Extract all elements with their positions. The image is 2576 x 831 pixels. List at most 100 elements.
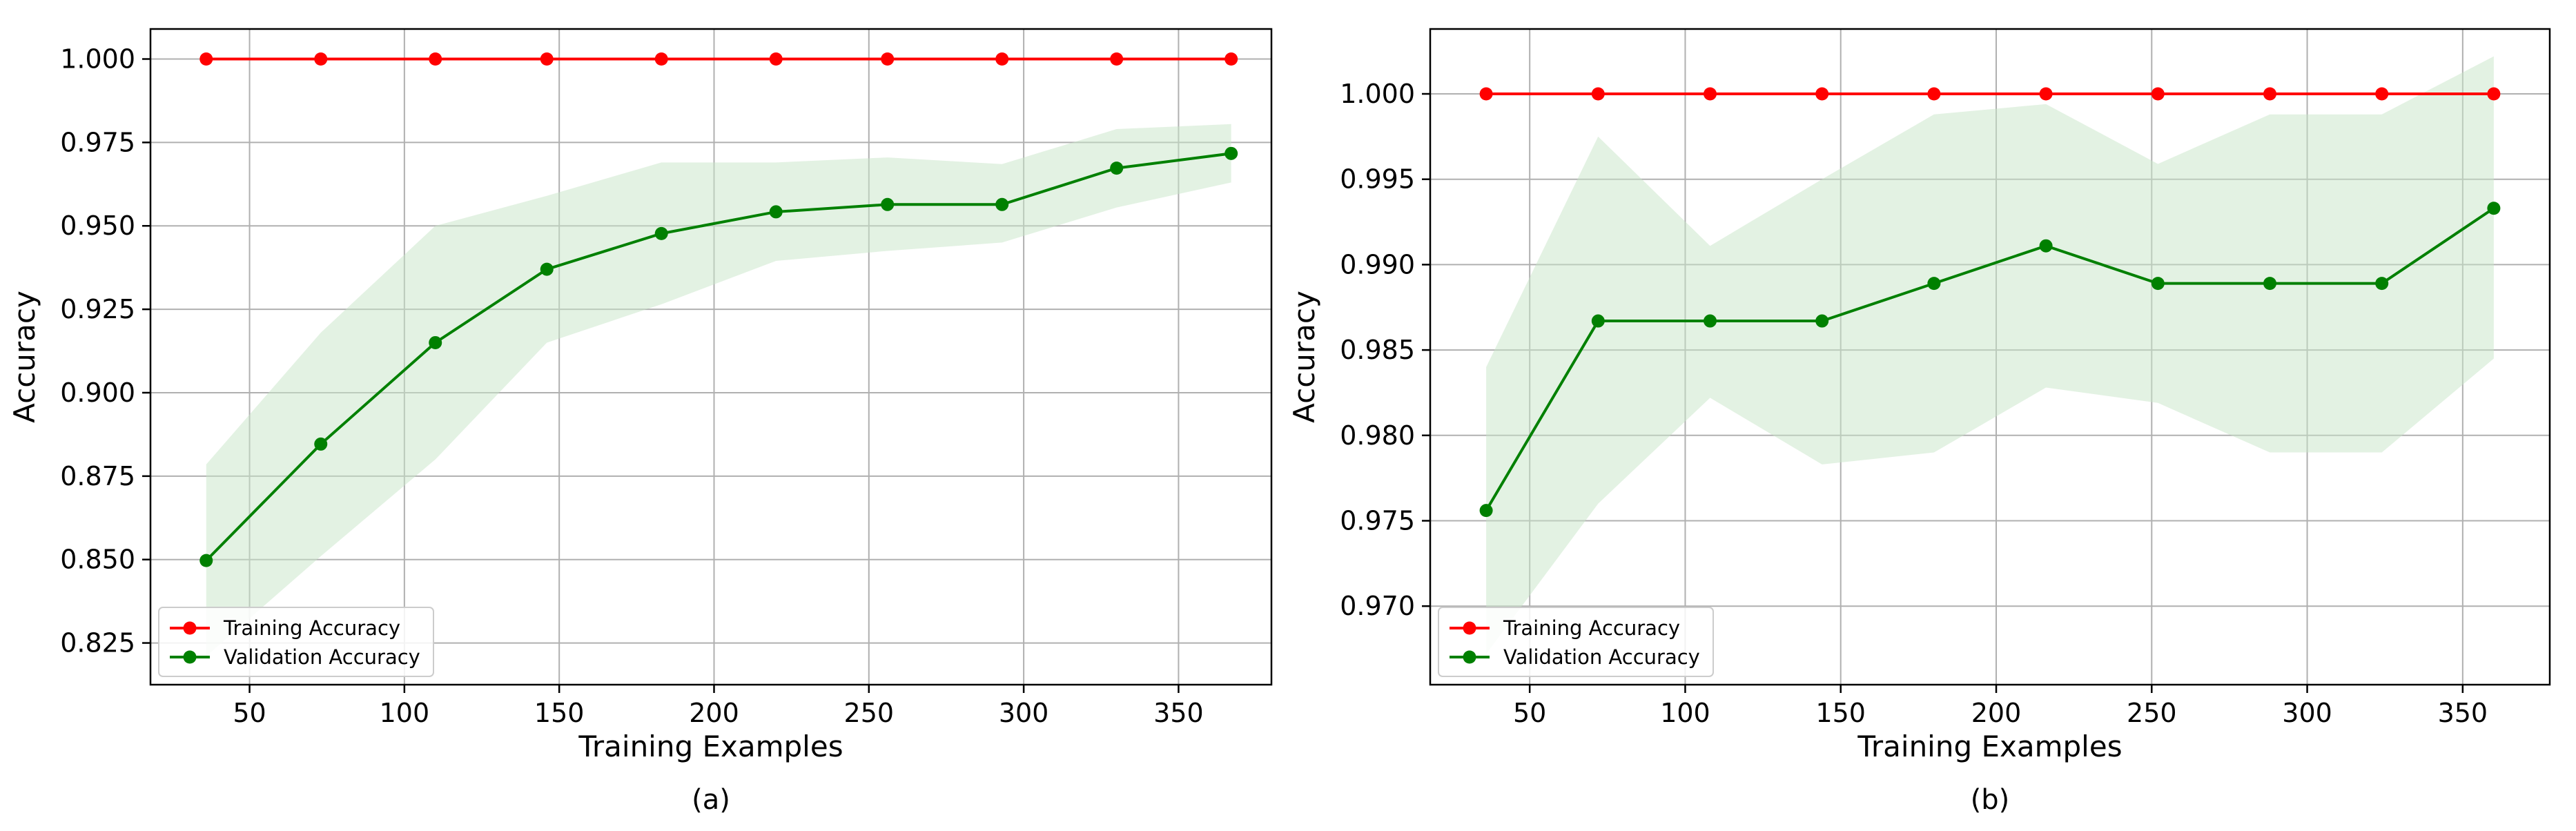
legend-label: Training Accuracy: [223, 616, 400, 640]
y-tick-label: 0.985: [1340, 335, 1415, 365]
y-tick-label: 0.900: [60, 378, 135, 408]
legend: Training Accuracy Validation Accuracy: [158, 607, 434, 677]
y-tick-label: 0.975: [1340, 506, 1415, 536]
validation-accuracy-point: [1704, 314, 1717, 328]
plot-frame: [149, 28, 1273, 686]
legend-swatch-marker: [1463, 650, 1476, 664]
legend-box: [1438, 607, 1714, 677]
y-tick-label: 0.950: [60, 211, 135, 241]
y-tick-label: 1.000: [1340, 79, 1415, 109]
training-accuracy-point: [881, 52, 895, 66]
validation-accuracy-point: [2375, 277, 2389, 291]
training-accuracy-point: [2487, 87, 2501, 101]
validation-accuracy-line: [205, 152, 1231, 562]
validation-accuracy-point: [540, 262, 554, 276]
validation-accuracy-point: [769, 205, 783, 219]
validation-accuracy-point: [314, 437, 328, 451]
legend-swatch-marker: [183, 621, 197, 635]
chart-panel-b: 50 100 150 200 250 300 350 0.970 0.975 0.980 0.985…: [1287, 28, 2551, 816]
plot-frame: [1429, 28, 2551, 686]
y-axis-label: Accuracy: [8, 291, 41, 423]
training-accuracy-point: [2039, 87, 2053, 101]
y-tick-label: 0.975: [60, 127, 135, 157]
y-tick-label: 0.995: [1340, 164, 1415, 195]
panel-caption: (a): [692, 784, 730, 816]
legend-label: Validation Accuracy: [1503, 645, 1700, 669]
validation-accuracy-point: [199, 554, 213, 567]
x-tick-label: 150: [1815, 698, 1866, 728]
x-tick-label: 200: [1971, 698, 2022, 728]
y-tick-label: 0.875: [60, 461, 135, 491]
validation-accuracy-point: [2151, 277, 2165, 291]
validation-accuracy-point: [429, 335, 442, 349]
y-tick-label: 0.825: [60, 628, 135, 658]
x-tick-label: 300: [2282, 698, 2332, 728]
validation-accuracy-point: [1591, 314, 1605, 328]
validation-accuracy-point: [1815, 314, 1829, 328]
validation-accuracy-point: [995, 197, 1009, 211]
y-tick-label: 0.970: [1340, 591, 1415, 621]
validation-accuracy-point: [654, 226, 668, 240]
training-accuracy-point: [199, 52, 213, 66]
validation-std-band: [1486, 56, 2494, 654]
x-tick-label: 100: [1660, 698, 1710, 728]
x-tick-label: 200: [689, 698, 739, 728]
training-accuracy-point: [2263, 87, 2276, 101]
training-accuracy-point: [1110, 52, 1124, 66]
x-tick-label: 250: [844, 698, 895, 728]
x-axis-label: Training Examples: [1857, 730, 2122, 763]
validation-accuracy-series: [199, 146, 1238, 567]
validation-accuracy-point: [881, 197, 895, 211]
training-accuracy-point: [1591, 87, 1605, 101]
validation-accuracy-line: [1485, 207, 2495, 511]
training-accuracy-point: [995, 52, 1009, 66]
validation-std-band: [206, 124, 1231, 656]
training-accuracy-point: [314, 52, 328, 66]
training-accuracy-point: [540, 52, 554, 66]
training-accuracy-point: [1704, 87, 1717, 101]
training-accuracy-point: [769, 52, 783, 66]
validation-accuracy-point: [1110, 162, 1124, 175]
legend-label: Validation Accuracy: [224, 645, 420, 669]
x-tick-label: 300: [999, 698, 1049, 728]
validation-accuracy-point: [2487, 202, 2501, 215]
x-tick-label: 100: [380, 698, 430, 728]
legend-swatch-marker: [183, 650, 197, 664]
training-accuracy-series: [1479, 87, 2501, 101]
y-tick-label: 0.980: [1340, 420, 1415, 451]
training-accuracy-point: [1479, 87, 1493, 101]
training-accuracy-point: [429, 52, 442, 66]
legend: Training Accuracy Validation Accuracy: [1438, 607, 1714, 677]
y-tick-label: 1.000: [60, 44, 135, 75]
chart-panel-a: 50 100 150 200 250 300 350 0.825 0.850 0.875 0.900…: [8, 28, 1273, 816]
legend-label: Training Accuracy: [1503, 616, 1680, 640]
legend-swatch-marker: [1463, 621, 1476, 635]
validation-accuracy-point: [1479, 504, 1493, 518]
x-tick-label: 350: [2438, 698, 2488, 728]
panel-caption: (b): [1971, 784, 2010, 816]
y-tick-label: 0.925: [60, 294, 135, 324]
training-accuracy-point: [2151, 87, 2165, 101]
x-axis-label: Training Examples: [578, 730, 843, 763]
legend-box: [158, 607, 434, 677]
x-tick-label: 50: [1513, 698, 1546, 728]
training-accuracy-point: [1224, 52, 1238, 66]
validation-accuracy-point: [1224, 146, 1238, 160]
x-tick-label: 50: [233, 698, 266, 728]
validation-accuracy-point: [2039, 239, 2053, 253]
training-accuracy-point: [2375, 87, 2389, 101]
validation-accuracy-point: [2263, 277, 2276, 291]
y-tick-label: 0.990: [1340, 249, 1415, 280]
y-tick-label: 0.850: [60, 545, 135, 575]
y-axis-label: Accuracy: [1287, 291, 1321, 423]
x-tick-label: 350: [1153, 698, 1204, 728]
validation-accuracy-point: [1927, 277, 1941, 291]
x-tick-label: 150: [534, 698, 585, 728]
training-accuracy-series: [199, 52, 1238, 66]
training-accuracy-point: [1815, 87, 1829, 101]
validation-accuracy-series: [1479, 202, 2501, 518]
training-accuracy-point: [654, 52, 668, 66]
training-accuracy-point: [1927, 87, 1941, 101]
x-tick-label: 250: [2127, 698, 2177, 728]
